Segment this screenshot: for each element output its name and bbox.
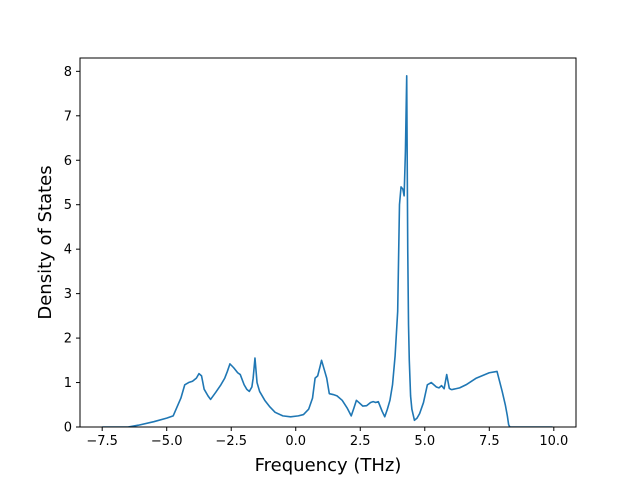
x-tick-label: 7.5 (479, 434, 500, 449)
x-tick-label: 2.5 (350, 434, 371, 449)
series-line-0 (102, 74, 553, 427)
y-tick-label: 2 (64, 332, 72, 347)
x-tick-label: −2.5 (215, 434, 247, 449)
plot-area (102, 74, 553, 427)
x-tick-label: 5.0 (414, 434, 435, 449)
y-tick-label: 3 (64, 287, 72, 302)
y-tick-label: 8 (64, 65, 72, 80)
y-tick-label: 1 (64, 376, 72, 391)
x-tick-label: 0.0 (285, 434, 306, 449)
x-tick-label: −5.0 (151, 434, 183, 449)
y-axis-label: Density of States (35, 165, 56, 319)
y-tick-label: 6 (64, 154, 72, 169)
x-tick-label: 10.0 (539, 434, 568, 449)
y-tick-label: 7 (64, 109, 72, 124)
y-tick-label: 0 (64, 421, 72, 436)
y-axis-ticks: 0 1 2 3 4 5 6 7 8 (64, 65, 80, 436)
y-tick-label: 4 (64, 243, 72, 258)
axes-frame (79, 57, 577, 428)
x-axis-ticks: −7.5 −5.0 −2.5 0.0 2.5 5.0 7.5 10.0 (86, 427, 568, 449)
y-tick-label: 5 (64, 198, 72, 213)
x-tick-label: −7.5 (86, 434, 118, 449)
x-axis-label: Frequency (THz) (255, 455, 402, 476)
